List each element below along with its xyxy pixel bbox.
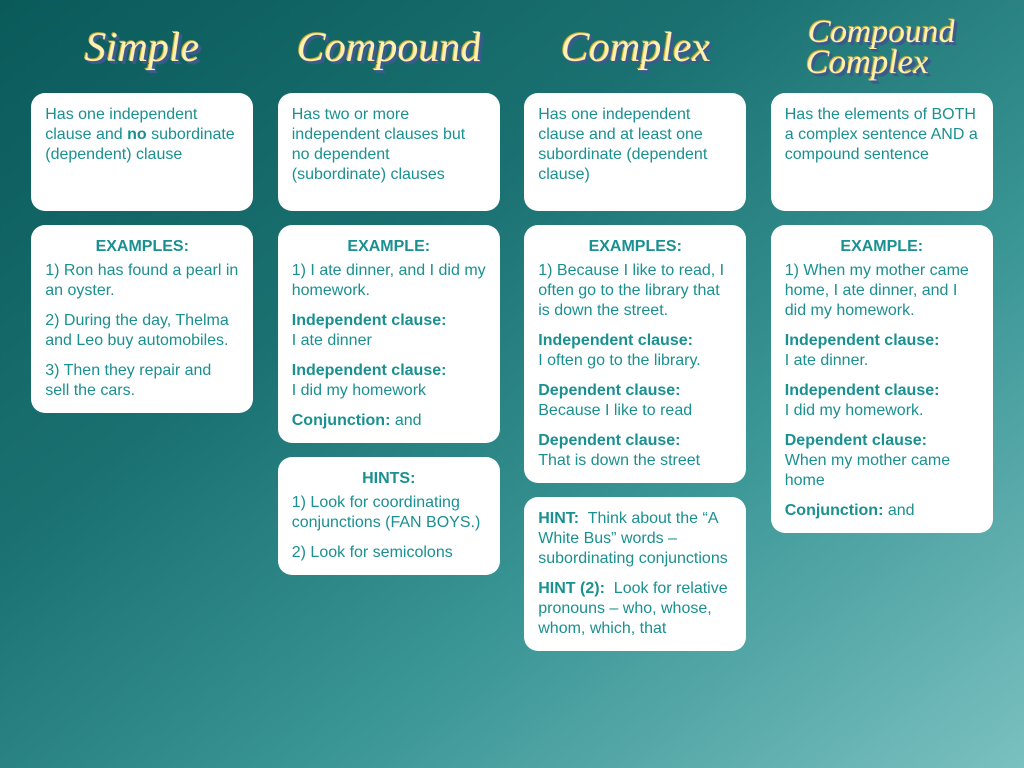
title-complex-wrap: Complex [561,10,710,85]
hints-body-compound: 1) Look for coordinating conjunctions (F… [292,493,486,563]
definition-card-compound: Has two or more independent clauses but … [278,93,500,211]
examples-card-cc: EXAMPLE: 1) When my mother came home, I … [771,225,993,533]
title-compound-complex: Compound Complex [805,18,958,78]
title-simple: Simple [84,24,201,71]
definition-card-simple: Has one independent clause and no subord… [31,93,253,211]
examples-body-complex: 1) Because I like to read, I often go to… [538,261,732,471]
title-cc-line2: Complex [805,48,958,79]
definition-text-cc: Has the elements of BOTH a complex sente… [785,106,978,163]
examples-heading-compound: EXAMPLE: [292,237,486,257]
examples-heading-simple: EXAMPLES: [45,237,239,257]
definition-text-simple: Has one independent clause and no subord… [45,106,234,163]
title-compound-wrap: Compound [297,10,481,85]
definition-text-compound: Has two or more independent clauses but … [292,106,465,183]
title-compound: Compound [295,24,483,71]
examples-heading-cc: EXAMPLE: [785,237,979,257]
extra-hint-body-complex: HINT: Think about the “A White Bus” word… [538,509,732,639]
column-compound: Compound Has two or more independent cla… [275,10,504,665]
definition-card-complex: Has one independent clause and at least … [524,93,746,211]
definition-text-complex: Has one independent clause and at least … [538,106,707,183]
column-simple: Simple Has one independent clause and no… [28,10,257,665]
title-complex: Complex [559,24,711,71]
examples-card-simple: EXAMPLES: 1) Ron has found a pearl in an… [31,225,253,413]
examples-card-complex: EXAMPLES: 1) Because I like to read, I o… [524,225,746,483]
column-compound-complex: Compound Complex Has the elements of BOT… [768,10,997,665]
hints-card-compound: HINTS: 1) Look for coordinating conjunct… [278,457,500,575]
examples-body-cc: 1) When my mother came home, I ate dinne… [785,261,979,521]
hints-heading-compound: HINTS: [292,469,486,489]
examples-card-compound: EXAMPLE: 1) I ate dinner, and I did my h… [278,225,500,443]
extra-hint-card-complex: HINT: Think about the “A White Bus” word… [524,497,746,651]
title-simple-wrap: Simple [85,10,199,85]
title-compound-complex-wrap: Compound Complex [807,10,956,85]
examples-body-simple: 1) Ron has found a pearl in an oyster.2)… [45,261,239,401]
columns-container: Simple Has one independent clause and no… [0,0,1024,665]
column-complex: Complex Has one independent clause and a… [521,10,750,665]
examples-body-compound: 1) I ate dinner, and I did my homework.I… [292,261,486,431]
definition-card-cc: Has the elements of BOTH a complex sente… [771,93,993,211]
examples-heading-complex: EXAMPLES: [538,237,732,257]
